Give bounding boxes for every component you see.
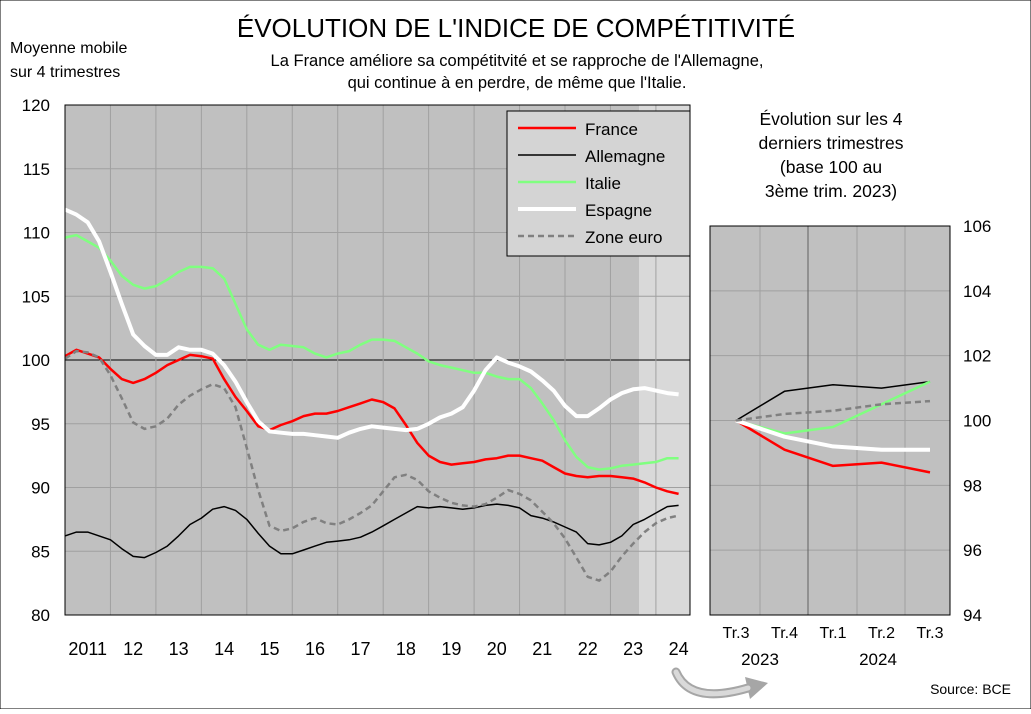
inset-series-line-allemagne [735,380,931,422]
legend-label-italie: Italie [585,174,621,193]
chart-subtitle-line1: La France améliore sa compétitvité et se… [271,52,764,70]
main-x-tick-labels: 2011 12 13 14 15 16 17 18 19 20 21 22 23 24 [68,639,688,659]
legend-label-allemagne: Allemagne [585,147,665,166]
main-y-tick-label-105: 105 [22,287,50,306]
main-x-tick-label-12: 12 [123,639,143,659]
main-x-tick-label-13: 13 [169,639,189,659]
legend-label-zone-euro: Zone euro [585,228,663,247]
main-y-tick-label-95: 95 [31,415,50,434]
main-plot-border [64,104,691,616]
main-series-group [64,207,679,582]
main-y-tick-label-85: 85 [31,542,50,561]
inset-y-tick-label-100: 100 [963,412,991,431]
main-x-tick-label-20: 20 [487,639,507,659]
inset-year-label-2023: 2023 [741,650,779,669]
inset-chart: 94 96 98 100 102 104 106 Tr.3 Tr.4 Tr.1 Tr.2 Tr.3 2… [709,217,991,669]
legend-label-france: France [585,120,638,139]
main-x-tick-label-24: 24 [669,639,689,659]
main-y-tick-label-115: 115 [23,160,50,179]
main-x-tick-label-2011: 2011 [68,639,107,659]
main-x-tick-label-15: 15 [260,639,280,659]
inset-x-tick-label-0: Tr.3 [723,625,750,642]
main-x-tick-label-19: 19 [441,639,461,659]
inset-x-tick-labels: Tr.3 Tr.4 Tr.1 Tr.2 Tr.3 2023 2024 [723,625,944,669]
inset-grid [710,226,950,615]
inset-x-tick-label-1: Tr.4 [771,625,798,642]
main-x-tick-label-21: 21 [532,639,552,659]
inset-y-tick-label-106: 106 [963,217,991,236]
inset-y-tick-labels: 94 96 98 100 102 104 106 [963,217,991,625]
main-y-tick-label-110: 110 [23,224,50,243]
inset-title-line3: (base 100 au [780,157,882,177]
main-x-tick-label-18: 18 [396,639,416,659]
inset-x-tick-label-4: Tr.3 [917,625,944,642]
legend: France Allemagne Italie Espagne Zone euro [506,110,691,257]
inset-series-line-italie [735,380,931,435]
y-axis-label-line2: sur 4 trimestres [10,64,120,81]
series-line-italie [64,233,679,471]
inset-y-tick-label-94: 94 [963,606,982,625]
main-x-tick-label-22: 22 [578,639,598,659]
inset-series-line-france [735,419,931,474]
inset-year-label-2024: 2024 [859,650,897,669]
inset-x-tick-label-3: Tr.2 [868,625,895,642]
inset-y-tick-label-98: 98 [963,476,982,495]
inset-x-tick-label-2: Tr.1 [820,625,847,642]
inset-y-tick-label-102: 102 [963,347,991,366]
inset-series-line-espagne [735,418,930,452]
main-x-tick-label-23: 23 [623,639,643,659]
curved-arrow-icon [671,667,768,699]
main-grid [65,105,690,615]
main-y-tick-label-100: 100 [22,351,50,370]
main-x-tick-label-14: 14 [214,639,234,659]
inset-y-tick-label-104: 104 [963,282,991,301]
source-note: Source: BCE [930,681,1011,697]
inset-title-line4: 3ème trim. 2023) [765,181,897,201]
inset-series-line-zone-euro [735,399,931,422]
series-line-france [64,348,679,496]
inset-plot-border [709,225,951,616]
legend-box [506,110,691,257]
y-axis-label-line1: Moyenne mobile [10,40,128,57]
main-y-tick-label-90: 90 [31,479,50,498]
main-y-tick-label-120: 120 [22,96,50,115]
inset-title-line1: Évolution sur les 4 [760,109,903,129]
series-line-espagne [64,207,679,440]
inset-title-line2: derniers trimestres [759,133,904,153]
inset-y-tick-label-96: 96 [963,541,982,560]
chart-title: ÉVOLUTION DE L'INDICE DE COMPÉTITIVITÉ [237,13,795,43]
main-y-tick-labels: 80 85 90 95 100 105 110 115 120 [22,96,50,625]
inset-series-group [735,380,931,474]
main-chart: 80 85 90 95 100 105 110 115 120 2011 12 13 14 15 16 17… [22,96,691,659]
legend-label-espagne: Espagne [585,201,652,220]
main-x-tick-label-16: 16 [305,639,325,659]
chart-subtitle-line2: qui continue à en perdre, de même que l'… [348,74,687,92]
main-x-tick-label-17: 17 [350,639,370,659]
main-y-tick-label-80: 80 [31,606,50,625]
series-line-allemagne [64,503,679,559]
